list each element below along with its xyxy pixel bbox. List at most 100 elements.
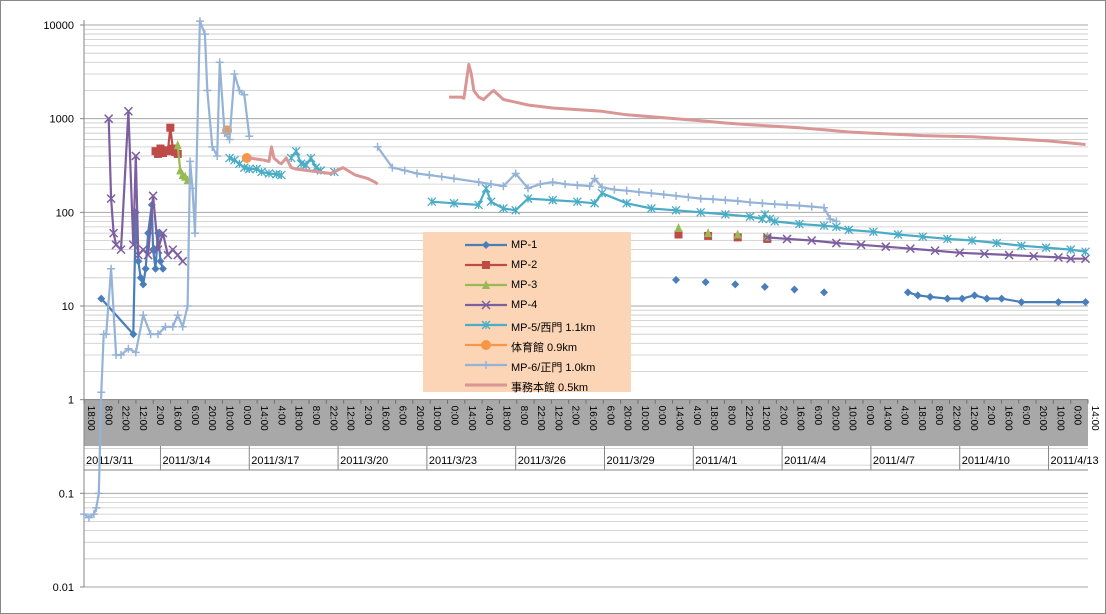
series-mp-4 [104,106,188,266]
data-point [474,200,484,210]
data-point [89,510,98,519]
data-point [186,157,195,166]
data-point [156,257,165,266]
x-hour-tick-label: 14:00 [258,406,269,431]
x-hour-tick-label: 6:00 [604,406,615,426]
data-point [548,195,558,205]
x-hour-tick-labels: 18:00 8:00 22:00 12:00 2:00 16:00 6:00 20:00 10:… [83,399,1100,431]
data-point [770,216,780,226]
data-point [572,197,582,207]
x-hour-tick-label: 4:00 [691,406,702,426]
data-point [427,197,437,207]
data-point [257,167,267,177]
data-point [499,182,508,191]
data-point [696,207,706,217]
data-point [758,199,767,208]
data-point [881,242,891,252]
data-point [240,90,249,99]
data-point [942,234,952,244]
data-point [178,322,187,331]
legend-label: MP-6/正門 1.0km [511,362,596,374]
data-point [745,212,755,222]
data-point [291,146,301,156]
data-point [819,221,829,231]
x-hour-tick-label: 10:00 [639,406,650,431]
data-point [151,264,160,273]
x-hour-tick-label: 8:00 [310,406,321,426]
data-point [486,197,496,207]
series-0-5km [449,62,1086,146]
data-point [156,144,165,153]
data-point [760,282,769,291]
data-point [264,169,274,178]
data-point [765,214,775,224]
data-point [92,503,101,512]
data-point [903,288,912,297]
legend-swatch-marker [482,280,490,289]
data-point [674,230,683,239]
series-line [83,20,251,519]
x-date-label: 2011/3/11 [86,455,133,467]
data-point [701,278,710,287]
data-point [720,209,730,219]
data-point [244,164,254,174]
legend-label: 事務本館 0.5km [511,382,589,394]
x-hour-tick-label: 4:00 [899,406,910,426]
data-point [139,280,148,289]
x-hour-tick-label: 20:00 [1037,406,1048,431]
data-point [1004,250,1014,260]
data-point [795,201,804,210]
data-point [536,180,545,189]
data-point [930,246,940,256]
data-point [992,238,1002,248]
data-point [674,223,683,233]
data-point [831,238,841,248]
data-point [1066,254,1076,264]
data-point [276,170,286,180]
data-point [225,153,235,163]
x-hour-tick-label: 20:00 [829,406,840,431]
data-point [146,330,155,339]
data-point [301,160,311,170]
x-hour-tick-label: 2:00 [777,406,788,426]
legend-item: MP-3 [423,276,631,296]
data-point [117,350,126,359]
data-point [844,225,854,235]
data-point [94,489,103,498]
x-hour-tick-label: 4:00 [483,406,494,426]
data-point [128,240,138,250]
data-point [783,200,792,209]
x-hour-tick-label: 16:00 [1002,406,1013,431]
series-mp-4 [762,232,1091,264]
data-point [1053,252,1063,262]
x-hour-tick-label: 22:00 [951,406,962,431]
y-tick-label: 0.01 [53,582,74,594]
data-point [790,285,799,294]
data-point [168,322,177,331]
data-point [220,129,229,138]
x-hour-tick-label: 16:00 [795,406,806,431]
legend-swatch [465,383,507,387]
x-hour-tick-label: 22:00 [743,406,754,431]
legend-swatch [465,340,507,350]
data-point [856,240,866,250]
data-point [709,195,718,204]
x-hour-tick-label: 10:00 [223,406,234,431]
legend-swatch [465,361,507,369]
data-point [154,149,163,158]
series-mp-6-1-0km [373,142,841,226]
legend-swatch [465,261,507,269]
data-point [388,163,397,172]
data-point [239,163,249,173]
legend-swatch [465,241,507,249]
x-hour-tick-label: 6:00 [1020,406,1031,426]
x-date-label: 2011/4/7 [873,455,915,467]
data-point [659,190,668,199]
x-hour-tick-label: 16:00 [172,406,183,431]
data-point [188,184,197,193]
data-point [97,294,106,303]
data-point [450,174,459,183]
x-hour-tick-label: 0:00 [449,406,460,426]
x-hour-tick-label: 22:00 [120,406,131,431]
